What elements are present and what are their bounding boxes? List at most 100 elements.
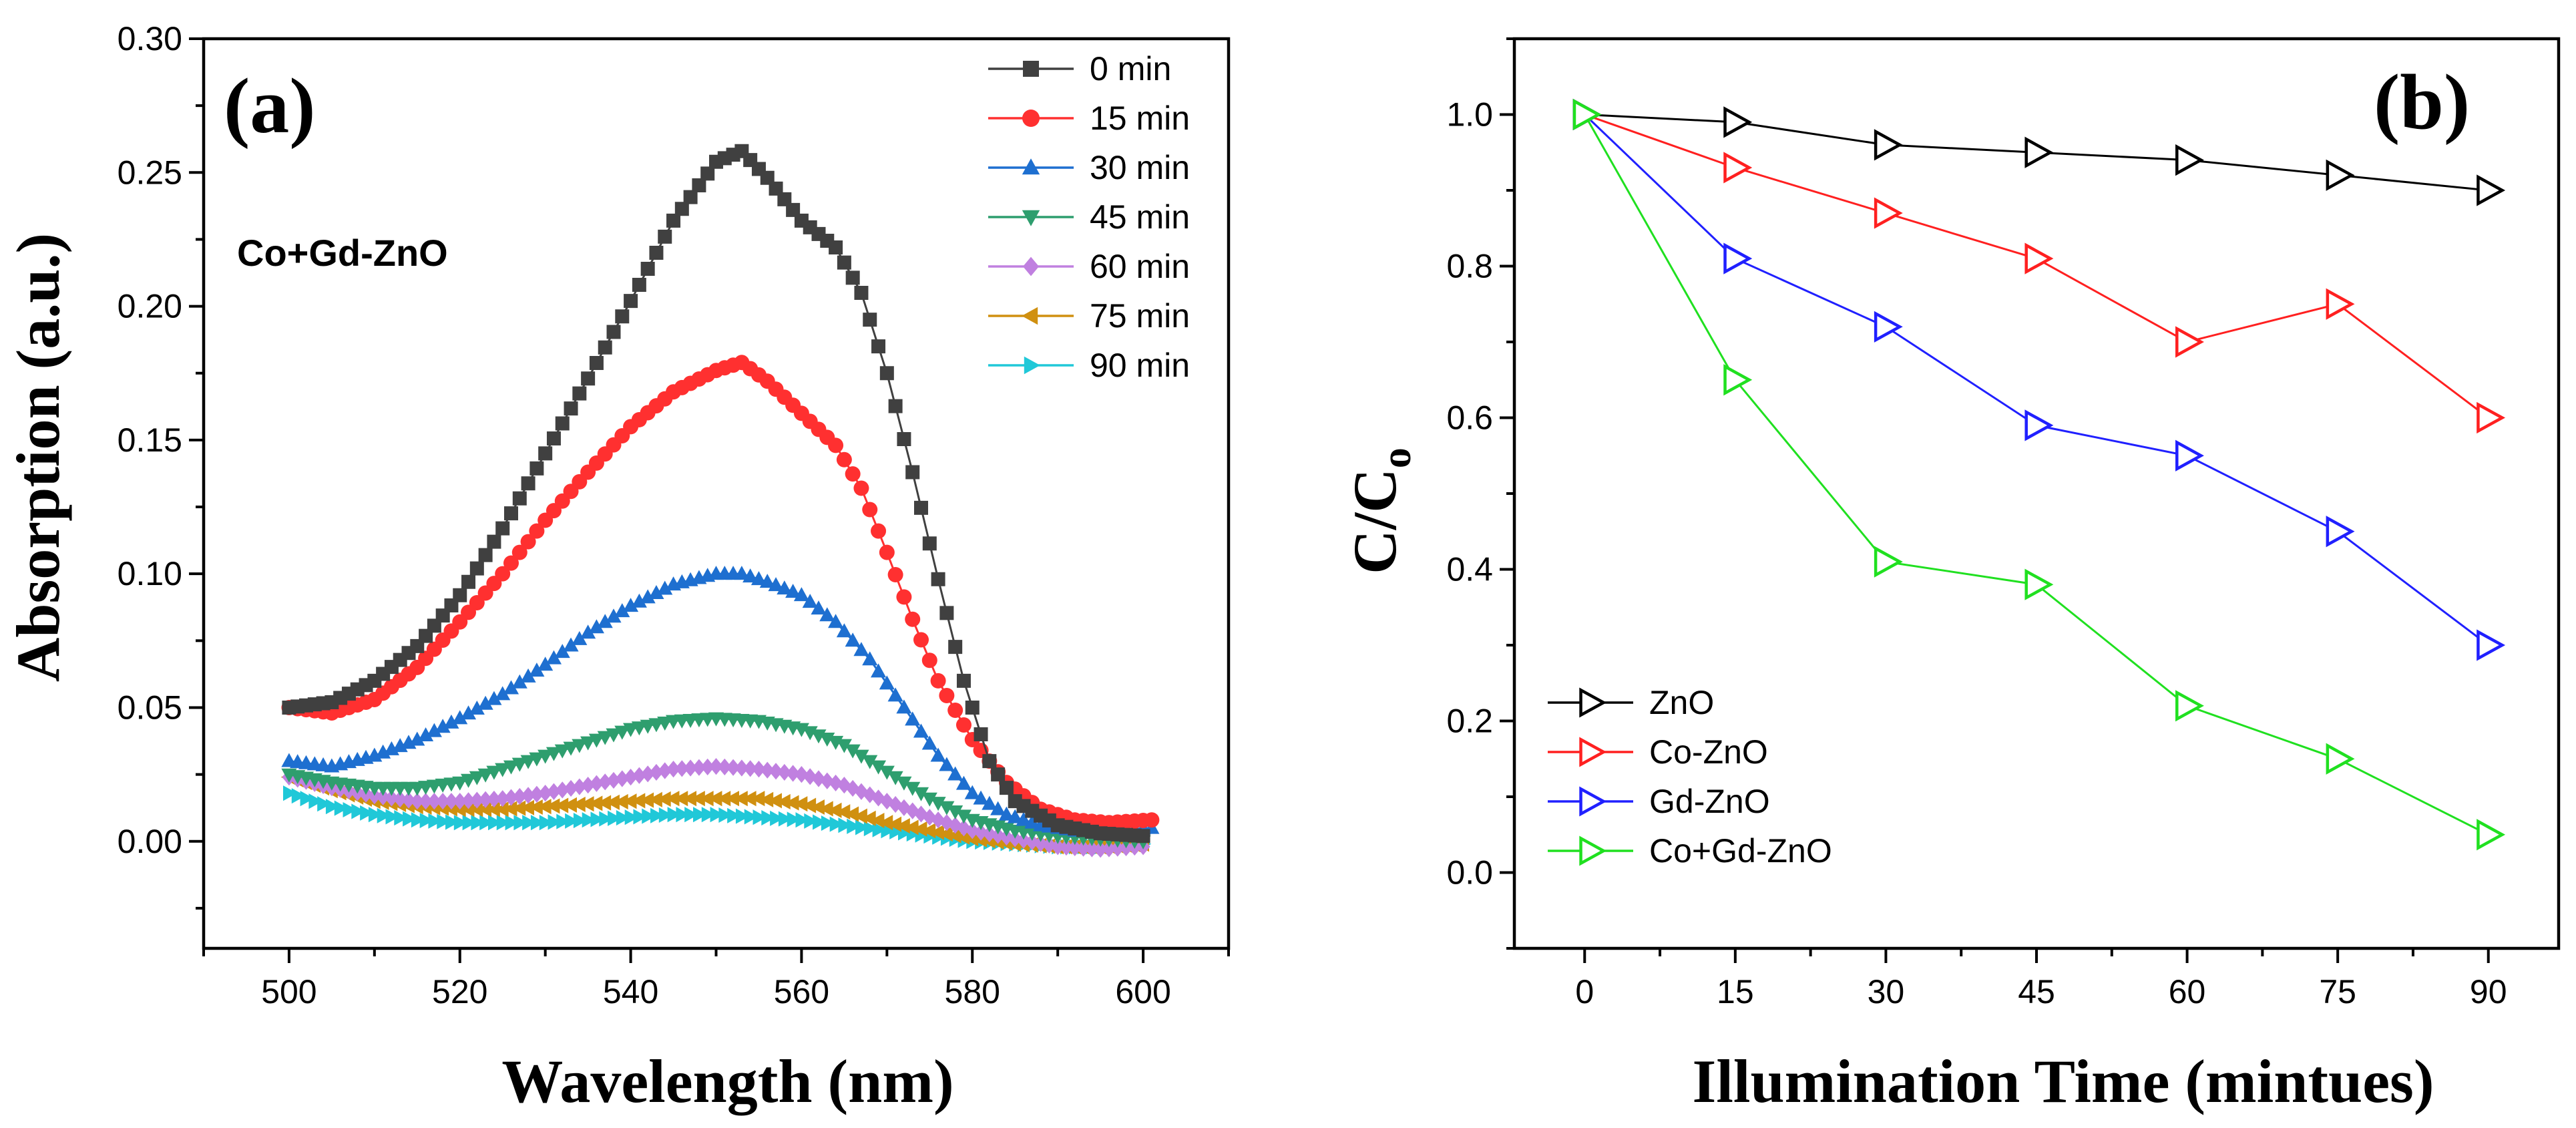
panel-a-point (896, 776, 912, 791)
panel-a-point (528, 799, 543, 815)
panel-b-legend-label: ZnO (1649, 684, 1714, 721)
panel-a-point (879, 675, 895, 690)
panel-a-legend-marker (1022, 110, 1040, 127)
panel-a-point (503, 801, 517, 817)
panel-a-point (631, 793, 646, 809)
panel-a-point (795, 812, 810, 828)
panel-a-point (581, 371, 596, 386)
panel-b-y-tick-label: 1.0 (1446, 96, 1493, 134)
panel-a-point (879, 815, 893, 831)
panel-a-point (802, 797, 817, 813)
panel-a-point (821, 815, 835, 831)
panel-a-point (393, 790, 407, 808)
panel-b-x-tick-label: 30 (1868, 973, 1905, 1010)
panel-a-point (955, 809, 972, 824)
panel-a-point (786, 202, 801, 217)
panel-b-y-axis-title-subscript: o (1374, 447, 1420, 468)
panel-a-point (606, 771, 621, 789)
panel-a-point (913, 787, 929, 801)
panel-a-point (496, 815, 511, 831)
panel-a-point (905, 781, 921, 796)
panel-a-point (487, 790, 501, 808)
panel-a-point (699, 791, 714, 807)
panel-a-point (640, 262, 655, 276)
panel-a-point (529, 752, 545, 767)
panel-a-point (504, 789, 518, 806)
panel-a-point (991, 767, 1006, 782)
panel-a-point (879, 366, 894, 381)
panel-a-point (418, 727, 434, 742)
panel-a-point (384, 789, 399, 807)
panel-a-point (778, 811, 793, 827)
panel-b-y-axis-title-main: C/C (1341, 468, 1409, 574)
panel-a-point (853, 480, 869, 496)
panel-b-point (1874, 129, 1903, 161)
panel-a-point (948, 640, 963, 654)
panel-b-x-tick-label: 45 (2018, 973, 2055, 1010)
panel-a-point (343, 801, 357, 818)
panel-b-point (2175, 690, 2204, 722)
panel-a-point (813, 814, 827, 830)
panel-a-point (1050, 838, 1065, 856)
panel-a-point (692, 807, 707, 823)
panel-b: 0 15 30 45 60 75 90 0.0 0.2 0.4 0.6 0.8 1.0 (b) ZnO C… (1341, 37, 2561, 1115)
panel-a-point (725, 791, 740, 807)
panel-a-point (317, 796, 332, 812)
panel-a-point (871, 789, 886, 807)
panel-a-point (505, 815, 519, 831)
panel-a-point (964, 785, 980, 799)
panel-a-point (827, 802, 842, 818)
panel-a-point (913, 821, 927, 837)
panel-a-point (624, 294, 638, 309)
panel-a-point (419, 812, 434, 829)
panel-a-point (614, 725, 630, 740)
panel-a-point (853, 749, 869, 764)
panel-a-point (786, 765, 801, 782)
panel-a-y-tick-label: 0.05 (118, 689, 182, 726)
panel-a-point (656, 791, 671, 807)
panel-a-point (896, 589, 912, 605)
panel-a-point (1136, 829, 1150, 843)
panel-a-legend-marker (1022, 210, 1040, 226)
panel-a-point (819, 801, 833, 817)
panel-a-point (802, 594, 818, 608)
panel-a-point (896, 699, 912, 714)
panel-a-point (334, 800, 349, 816)
panel-a-point (1093, 841, 1108, 858)
panel-a-point (974, 823, 988, 841)
panel-a-point (939, 606, 954, 620)
panel-a-legend-marker (1023, 61, 1039, 77)
panel-a-point (658, 807, 673, 823)
panel-b-legend-marker (1579, 786, 1607, 817)
panel-b-legend-label: Co-ZnO (1649, 733, 1768, 771)
panel-b-x-tick-label: 75 (2319, 973, 2356, 1010)
panel-a-x-tick-label: 540 (603, 973, 658, 1010)
panel-a-legend-item-30-min: 30 min (988, 149, 1190, 186)
panel-a-point (845, 744, 861, 759)
panel-a-point (905, 711, 921, 726)
panel-a-point (863, 313, 877, 327)
panel-a-point (837, 255, 851, 270)
panel-a-point (982, 754, 997, 769)
panel-b-point (1572, 98, 1602, 131)
panel-b-point (2326, 516, 2355, 548)
panel-a-point (648, 584, 664, 599)
panel-a-point (360, 805, 375, 821)
panel-a-point (666, 213, 681, 228)
panel-a-point (485, 801, 500, 817)
panel-a-point (624, 769, 638, 786)
panel-a-point (477, 695, 493, 710)
panel-a-point (1084, 840, 1099, 858)
panel-a-point (580, 736, 596, 751)
panel-a-point (895, 817, 910, 834)
panel-a-point (606, 325, 621, 339)
panel-a-point (760, 170, 775, 185)
panel-a-point (520, 799, 535, 815)
panel-a-point (564, 401, 578, 416)
panel-a-x-tick-label: 520 (432, 973, 487, 1010)
panel-a-point (769, 763, 783, 780)
panel-a-point (947, 766, 963, 781)
panel-b-legend-label: Gd-ZnO (1649, 783, 1770, 820)
panel-a-point (1076, 839, 1091, 857)
